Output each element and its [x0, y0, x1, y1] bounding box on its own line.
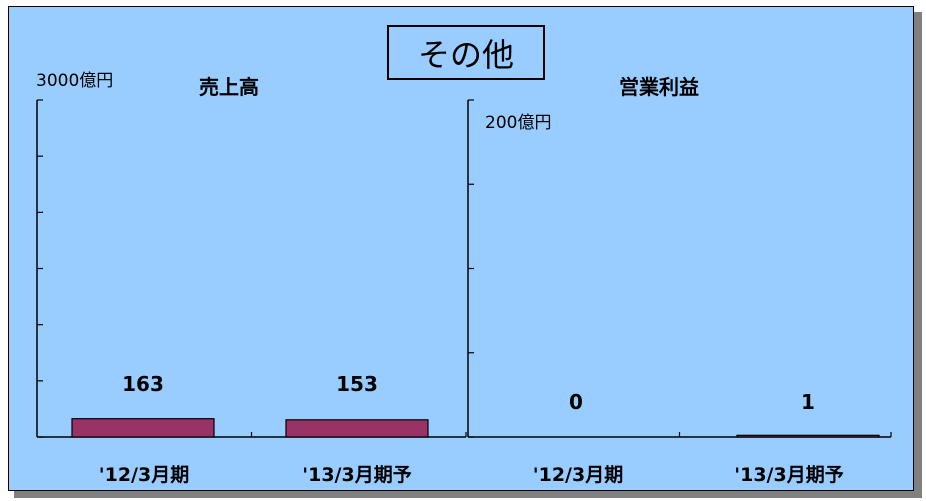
sales-chart-title: 売上高	[199, 75, 259, 99]
profit-category-label: '13/3月期予	[734, 464, 844, 486]
sales-data-label: 163	[122, 372, 164, 396]
profit-unit-label: 200億円	[485, 113, 552, 133]
profit-bar	[736, 434, 880, 438]
sales-bar	[285, 419, 429, 438]
page-title: その他	[387, 25, 545, 80]
chart-panel: その他 3000億円 売上高 '12/3月期 '13/3月期予 163 153 …	[8, 6, 914, 491]
profit-data-label: 1	[801, 390, 815, 414]
sales-unit-label: 3000億円	[36, 71, 114, 91]
profit-data-label: 0	[569, 390, 583, 414]
sales-category-label: '13/3月期予	[302, 464, 412, 486]
profit-category-label: '12/3月期	[532, 464, 624, 486]
sales-data-label: 153	[336, 372, 378, 396]
sales-category-label: '12/3月期	[98, 464, 190, 486]
charts-canvas	[36, 99, 892, 438]
profit-chart-title: 営業利益	[619, 75, 699, 99]
sales-bar	[71, 418, 215, 438]
